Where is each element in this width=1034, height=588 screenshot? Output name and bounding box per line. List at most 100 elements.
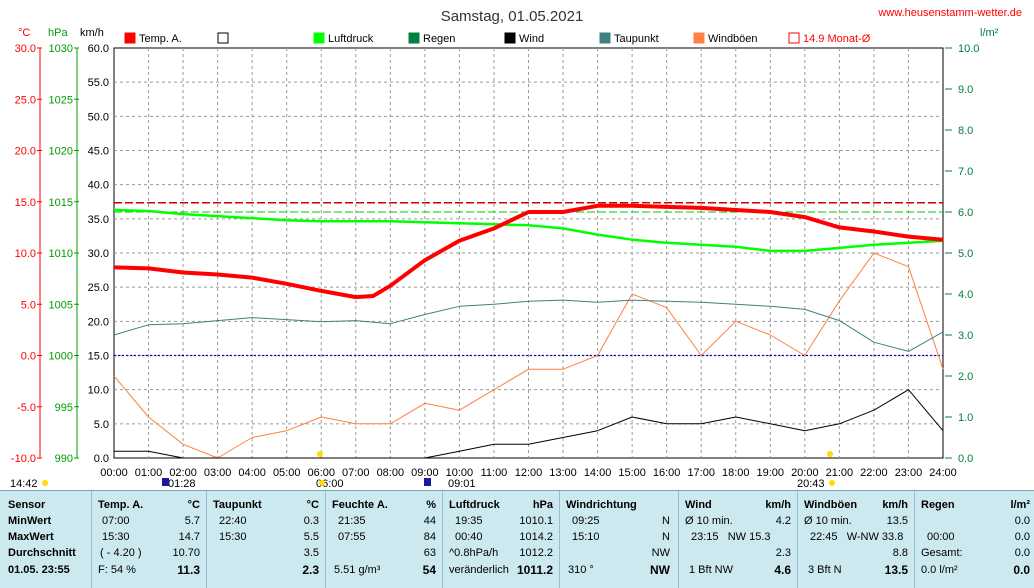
luftdruck-max-time: 00:40: [455, 531, 483, 543]
press-unit-label: hPa: [48, 27, 68, 39]
wind-avg-value: 2.3: [775, 547, 791, 559]
legend-swatch: [693, 32, 705, 44]
windrichtung-header: Windrichtung: [566, 499, 637, 511]
rain-tick-label: 7.0: [958, 166, 973, 178]
feuchte-unit: %: [426, 499, 436, 511]
sensor-max: MaxWert: [8, 531, 54, 543]
x-tick-label: 21:00: [826, 467, 854, 479]
x-tick-label: 05:00: [273, 467, 301, 479]
series-line: [113, 208, 944, 253]
regen-total-value: 0.0: [1014, 547, 1030, 559]
rain-tick-label: 3.0: [958, 330, 973, 342]
pressure-tick-label: 990: [55, 453, 73, 465]
feuchte-header: Feuchte A.: [332, 499, 388, 511]
wind-tick-label: 60.0: [88, 43, 109, 55]
regen-header: Regen: [921, 499, 955, 511]
temp-tick-label: 0.0: [21, 351, 36, 363]
temp-tick-label: -5.0: [17, 402, 36, 414]
sun-marker: [827, 451, 833, 457]
x-tick-label: 20:00: [791, 467, 819, 479]
wind-tick-label: 0.0: [94, 453, 109, 465]
website-label[interactable]: www.heusenstamm-wetter.de: [877, 7, 1022, 19]
wind-beaufort: 1 Bft NW: [689, 564, 734, 576]
temp-tick-label: 25.0: [15, 94, 36, 106]
time-marker-label: 20:43: [797, 478, 825, 490]
windrichtung-max-value: N: [662, 531, 670, 543]
rain-tick-label: 8.0: [958, 125, 973, 137]
feuchte-avg-value: 63: [423, 547, 436, 559]
legend-label: Temp. A.: [139, 33, 182, 45]
sensor-min: MinWert: [8, 515, 52, 527]
wind-header: Wind: [685, 499, 712, 511]
col-sensor: Sensor MinWert MaxWert Durchschnitt 01.0…: [0, 491, 90, 588]
x-tick-label: 17:00: [687, 467, 715, 479]
sensor-current: 01.05. 23:55: [8, 564, 70, 576]
sun-marker: [829, 480, 835, 486]
taupunkt-min-value: 0.3: [303, 515, 319, 527]
taupunkt-avg-value: 3.5: [303, 547, 319, 559]
windboeen-header: Windböen: [804, 499, 858, 511]
luftdruck-min-value: 1010.1: [519, 515, 553, 527]
x-tick-label: 24:00: [929, 467, 957, 479]
col-taupunkt: Taupunkt °C 22:40 0.3 15:30 5.5 3.5 2.3: [206, 491, 325, 588]
legend-swatch: [408, 32, 420, 44]
rain-tick-label: 2.0: [958, 371, 973, 383]
luftdruck-forecast: veränderlich: [449, 564, 509, 576]
col-regen: Regen l/m² 0.0 00:00 0.0 Gesamt: 0.0 0.0 l/…: [914, 491, 1034, 588]
temp-max-value: 14.7: [178, 531, 200, 543]
rain-tick-label: 10.0: [958, 43, 979, 55]
windboeen-avg10-value: 13.5: [886, 515, 908, 527]
sun-marker: [42, 480, 48, 486]
temp-unit-label: °C: [18, 27, 30, 39]
feuchte-min-time: 21:35: [338, 515, 366, 527]
taupunkt-header: Taupunkt: [213, 499, 262, 511]
luftdruck-min-time: 19:35: [455, 515, 483, 527]
x-tick-label: 16:00: [653, 467, 681, 479]
luftdruck-header: Luftdruck: [449, 499, 500, 511]
x-tick-label: 01:00: [135, 467, 163, 479]
chart-title: Samstag, 01.05.2021: [441, 8, 584, 25]
wind-avg10-label: Ø 10 min.: [685, 515, 733, 527]
sensor-avg: Durchschnitt: [8, 547, 76, 559]
x-tick-label: 18:00: [722, 467, 750, 479]
wind-avg10-value: 4.2: [775, 515, 791, 527]
windrichtung-degrees: 310 °: [568, 564, 594, 576]
wind-tick-label: 40.0: [88, 180, 109, 192]
regen-current-value: 0.0: [1013, 563, 1030, 577]
x-tick-label: 23:00: [895, 467, 923, 479]
x-tick-label: 13:00: [549, 467, 577, 479]
windrichtung-current-value: NW: [650, 563, 670, 577]
regen-rate-value: 0.0: [1014, 515, 1030, 527]
wind-max: 23:15 NW 15.3: [691, 531, 771, 543]
x-tick-label: 04:00: [238, 467, 266, 479]
windrichtung-avg-value: NW: [651, 547, 670, 559]
temp-avg-value: 10.70: [172, 547, 200, 559]
windboeen-beaufort: 3 Bft N: [808, 564, 842, 576]
taupunkt-current-value: 2.3: [302, 563, 319, 577]
series-line: [113, 203, 944, 300]
feuchte-max-value: 84: [423, 531, 436, 543]
rain-tick-label: 0.0: [958, 453, 973, 465]
x-tick-label: 09:00: [411, 467, 439, 479]
temp-current-value: 11.3: [177, 563, 200, 577]
wind-unit: km/h: [765, 499, 791, 511]
col-windboeen: Windböen km/h Ø 10 min. 13.5 22:45 W-NW 33…: [797, 491, 914, 588]
rain-unit-label: l/m²: [980, 27, 999, 39]
x-tick-label: 11:00: [481, 467, 508, 479]
x-tick-label: 22:00: [860, 467, 888, 479]
col-luftdruck: Luftdruck hPa 19:35 1010.1 00:40 1014.2 ^0.…: [442, 491, 559, 588]
sun-marker: [319, 480, 325, 486]
pressure-tick-label: 995: [55, 402, 73, 414]
x-tick-label: 19:00: [757, 467, 785, 479]
luftdruck-current-value: 1011.2: [516, 563, 553, 577]
feuchte-absolute: 5.51 g/m³: [334, 564, 381, 576]
feuchte-current-value: 54: [422, 563, 436, 577]
luftdruck-unit: hPa: [532, 499, 553, 511]
temp-tick-label: 10.0: [15, 248, 36, 260]
luftdruck-avg-value: 1012.2: [519, 547, 553, 559]
wind-tick-label: 20.0: [88, 316, 109, 328]
windboeen-avg10-label: Ø 10 min.: [804, 515, 852, 527]
x-tick-label: 06:00: [307, 467, 335, 479]
feuchte-max-time: 07:55: [338, 531, 366, 543]
chart-legend: Temp. A. Luftdruck Regen Wind Taupunkt Windbö…: [124, 32, 871, 45]
